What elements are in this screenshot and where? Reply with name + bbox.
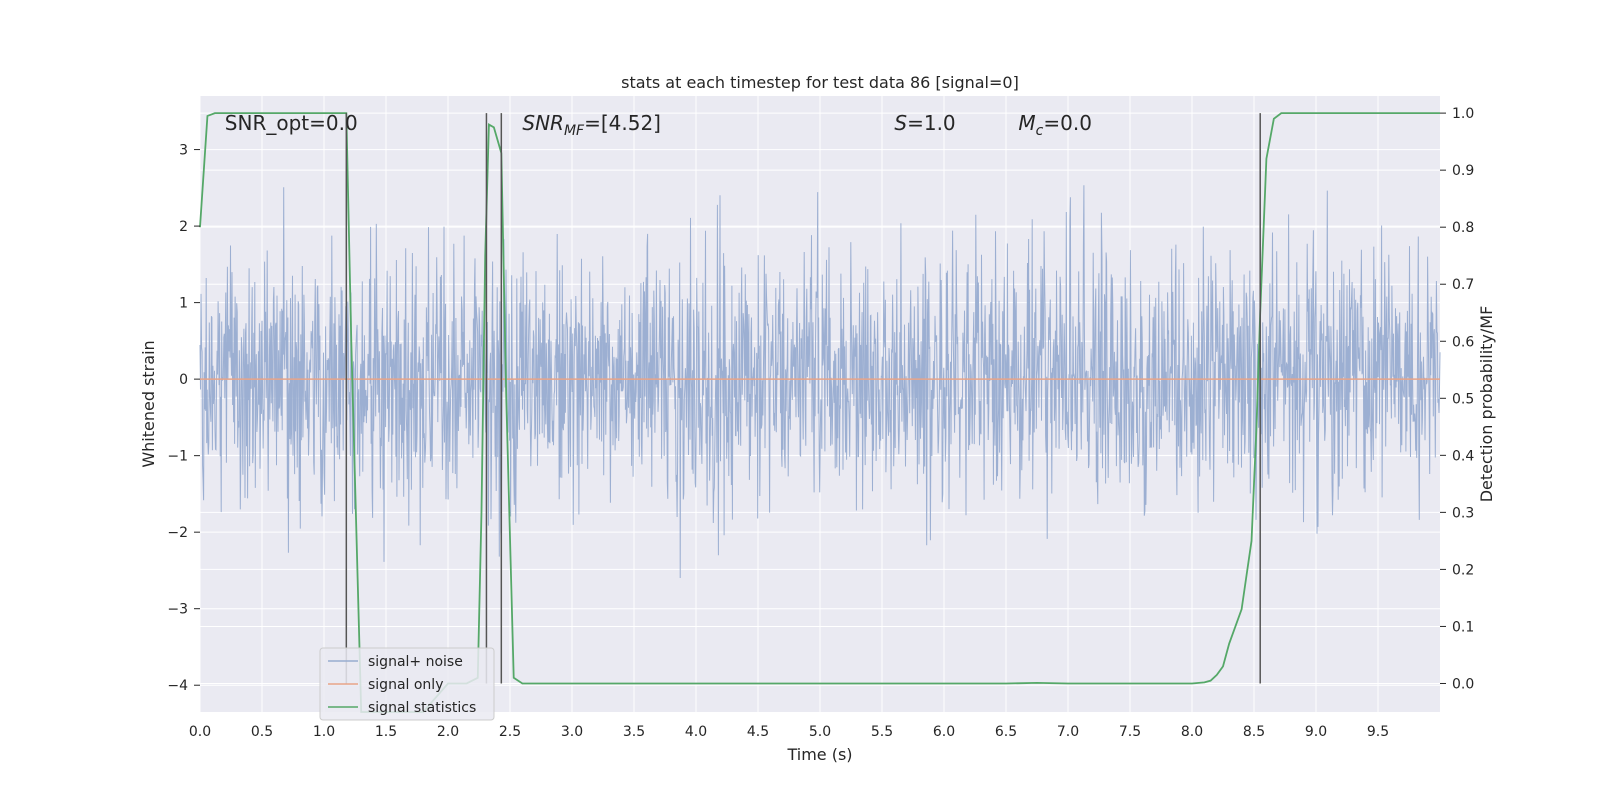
annotation-4: Mc=0.0	[1018, 111, 1092, 139]
y-tick-label: −3	[167, 602, 188, 618]
x-tick-label: 4.5	[747, 724, 769, 740]
x-tick-label: 1.5	[375, 724, 397, 740]
legend-label-signal-statistics: signal statistics	[368, 700, 476, 716]
y2-tick-label: 0.2	[1452, 562, 1474, 578]
x-tick-label: 9.0	[1305, 724, 1327, 740]
annotation-1: SNR_opt=0.0	[225, 111, 358, 135]
x-tick-label: 0.0	[189, 724, 211, 740]
x-tick-label: 1.0	[313, 724, 335, 740]
y2-axis-title: Detection probability/MF	[1477, 306, 1496, 503]
x-tick-label: 7.5	[1119, 724, 1141, 740]
y2-tick-label: 0.7	[1452, 277, 1474, 293]
x-tick-label: 3.0	[561, 724, 583, 740]
y2-tick-label: 0.3	[1452, 505, 1474, 521]
legend-label-signal-noise: signal+ noise	[368, 654, 463, 670]
x-tick-label: 6.0	[933, 724, 955, 740]
x-tick-label: 7.0	[1057, 724, 1079, 740]
y-tick-label: 1	[179, 296, 188, 312]
y2-tick-label: 1.0	[1452, 106, 1474, 122]
y-tick-label: −4	[167, 678, 188, 694]
annotation-3: S=1.0	[894, 111, 955, 135]
x-tick-label: 3.5	[623, 724, 645, 740]
x-tick-label: 8.5	[1243, 724, 1265, 740]
legend-box	[319, 647, 495, 721]
legend: signal+ noise signal only signal statist…	[319, 647, 495, 721]
y-tick-label: 2	[179, 219, 188, 235]
y2-tick-label: 0.9	[1452, 163, 1474, 179]
annotations: SNR_opt=0.0 SNRMF=[4.52] S=1.0 Mc=0.0	[225, 111, 1092, 139]
y-tick-label: 3	[179, 143, 188, 159]
x-tick-label: 2.5	[499, 724, 521, 740]
x-tick-label: 2.0	[437, 724, 459, 740]
annotation-2: SNRMF=[4.52]	[522, 111, 661, 139]
x-tick-label: 5.0	[809, 724, 831, 740]
y2-tick-label: 0.1	[1452, 619, 1474, 635]
x-tick-label: 0.5	[251, 724, 273, 740]
y-tick-label: −2	[167, 525, 188, 541]
x-tick-label: 9.5	[1367, 724, 1389, 740]
x-tick-label: 4.0	[685, 724, 707, 740]
y2-tick-label: 0.5	[1452, 391, 1474, 407]
x-tick-label: 6.5	[995, 724, 1017, 740]
series-signal-statistics	[199, 112, 1440, 713]
y2-tick-label: 0.4	[1452, 448, 1474, 464]
x-tick-label: 8.0	[1181, 724, 1203, 740]
y2-tick-label: 0.8	[1452, 220, 1474, 236]
chart-title: stats at each timestep for test data 86 …	[621, 73, 1019, 92]
series-layer	[199, 112, 1440, 713]
x-axis-title: Time (s)	[786, 745, 852, 764]
axes: 0.0 0.5 1.0 1.5 2.0 2.5 3.0 3.5 4.0 4.5 5.0 5.5 6.0 6…	[167, 106, 1474, 740]
x-tick-label: 5.5	[871, 724, 893, 740]
y2-tick-label: 0.6	[1452, 334, 1474, 350]
series-signal-noise	[199, 185, 1441, 579]
y-axis-title: Whitened strain	[139, 340, 158, 467]
vertical-markers	[345, 113, 1261, 684]
y-tick-label: −1	[167, 449, 188, 465]
legend-label-signal-only: signal only	[368, 677, 443, 693]
y-tick-label: 0	[179, 372, 188, 388]
series-signal-noise-line	[199, 185, 1441, 579]
y2-tick-label: 0.0	[1452, 676, 1474, 692]
